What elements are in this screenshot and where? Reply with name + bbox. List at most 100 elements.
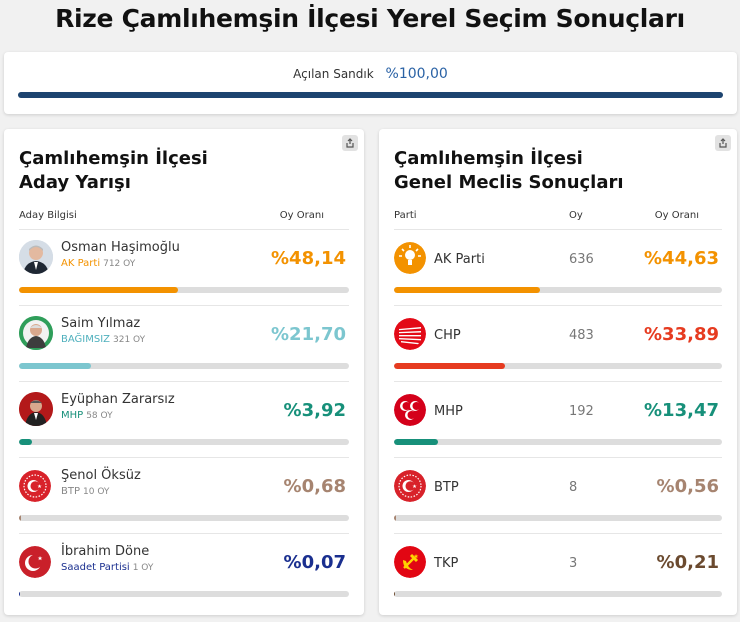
candidate-percentage: %0,68 [283, 476, 346, 497]
party-bar [394, 439, 722, 445]
party-row[interactable]: MHP 192 %13,47 [394, 381, 722, 457]
opened-ballot-value: %100,00 [385, 66, 448, 82]
candidate-percentage: %3,92 [283, 400, 346, 421]
page-title: Rize Çamlıhemşin İlçesi Yerel Seçim Sonu… [55, 4, 685, 33]
party-votes: 192 [569, 404, 594, 419]
col-party: Parti [394, 210, 417, 221]
candidate-party: AK Parti [61, 258, 101, 269]
candidate-votes: 10 OY [83, 487, 110, 497]
candidate-name: İbrahim Döne [61, 544, 150, 559]
party-bar-fill [394, 439, 439, 445]
party-row[interactable]: TKP 3 %0,21 [394, 533, 722, 609]
party-votes: 636 [569, 252, 594, 267]
share-icon[interactable] [342, 135, 358, 151]
col-vote-rate: Oy Oranı [279, 210, 324, 221]
opened-ballot-box-card: Açılan Sandık %100,00 [4, 52, 737, 114]
candidate-row[interactable]: Osman Haşimoğlu AK Parti 712 OY %48,14 [19, 229, 349, 305]
party-votes: 8 [569, 480, 578, 495]
party-row[interactable]: CHP 483 %33,89 [394, 305, 722, 381]
candidate-row[interactable]: Şenol Öksüz BTP 10 OY %0,68 [19, 457, 349, 533]
party-votes: 3 [569, 556, 578, 571]
party-bar-fill [394, 515, 396, 521]
candidate-votes: 321 OY [113, 335, 146, 345]
saadet-logo [19, 546, 51, 578]
candidate-party-line: MHP 58 OY [61, 410, 113, 421]
party-votes: 483 [569, 328, 594, 343]
candidate-bar [19, 439, 349, 445]
btp-logo [19, 470, 51, 502]
party-name: MHP [434, 404, 463, 419]
candidate-votes: 1 OY [132, 563, 154, 573]
council-results-title: Çamlıhemşin İlçesi Genel Meclis Sonuçlar… [394, 147, 624, 195]
party-bar [394, 363, 722, 369]
party-row[interactable]: AK Parti 636 %44,63 [394, 229, 722, 305]
candidate-name: Eyüphan Zararsız [61, 392, 175, 407]
tkp-logo [394, 546, 426, 578]
candidate-bar-fill [19, 287, 178, 293]
candidate-row[interactable]: Saim Yılmaz BAĞIMSIZ 321 OY %21,70 [19, 305, 349, 381]
candidate-name: Osman Haşimoğlu [61, 240, 180, 255]
council-results-title-line1: Çamlıhemşin İlçesi [394, 148, 583, 169]
candidate-party: BAĞIMSIZ [61, 334, 110, 345]
council-results-title-line2: Genel Meclis Sonuçları [394, 172, 624, 193]
candidate-votes: 712 OY [103, 259, 136, 269]
candidate-row[interactable]: Eyüphan Zararsız MHP 58 OY %3,92 [19, 381, 349, 457]
party-percentage: %33,89 [644, 324, 719, 345]
ak-parti-logo [394, 242, 426, 274]
candidate-party: Saadet Partisi [61, 562, 130, 573]
candidate-bar [19, 515, 349, 521]
party-bar-fill [394, 287, 541, 293]
candidate-name: Saim Yılmaz [61, 316, 141, 331]
party-percentage: %0,21 [656, 552, 719, 573]
candidate-name: Şenol Öksüz [61, 468, 141, 483]
candidate-percentage: %21,70 [271, 324, 346, 345]
col-candidate-info: Aday Bilgisi [19, 210, 77, 221]
candidate-votes: 58 OY [86, 411, 113, 421]
candidate-row[interactable]: İbrahim Döne Saadet Partisi 1 OY %0,07 [19, 533, 349, 609]
party-name: BTP [434, 480, 459, 495]
opened-ballot-progress-fill [18, 92, 723, 98]
candidate-photo-eyuphan [19, 392, 53, 426]
party-bar [394, 515, 722, 521]
party-name: AK Parti [434, 252, 485, 267]
candidate-percentage: %0,07 [283, 552, 346, 573]
candidate-bar-fill [19, 363, 91, 369]
opened-ballot-progress [18, 92, 723, 98]
council-results-card: Çamlıhemşin İlçesi Genel Meclis Sonuçlar… [379, 129, 737, 615]
candidate-party-line: AK Parti 712 OY [61, 258, 135, 269]
candidate-race-card: Çamlıhemşin İlçesi Aday Yarışı Aday Bilg… [4, 129, 364, 615]
party-bar [394, 287, 722, 293]
party-bar-fill [394, 363, 506, 369]
party-bar [394, 591, 722, 597]
candidate-party: MHP [61, 410, 84, 421]
candidate-party: BTP [61, 486, 80, 497]
col-vote-rate: Oy Oranı [654, 210, 699, 221]
chp-logo [394, 318, 426, 350]
candidate-bar-fill [19, 439, 32, 445]
candidate-bar [19, 591, 349, 597]
party-name: TKP [434, 556, 459, 571]
candidate-party-line: BTP 10 OY [61, 486, 109, 497]
party-percentage: %13,47 [644, 400, 719, 421]
candidate-race-title: Çamlıhemşin İlçesi Aday Yarışı [19, 147, 208, 195]
share-icon[interactable] [715, 135, 731, 151]
opened-ballot-label: Açılan Sandık [293, 67, 374, 81]
party-name: CHP [434, 328, 461, 343]
candidate-race-title-line1: Çamlıhemşin İlçesi [19, 148, 208, 169]
candidate-race-title-line2: Aday Yarışı [19, 172, 131, 193]
candidate-bar-fill [19, 515, 22, 521]
candidate-bar [19, 287, 349, 293]
party-percentage: %44,63 [644, 248, 719, 269]
btp-logo [394, 470, 426, 502]
candidate-percentage: %48,14 [271, 248, 346, 269]
party-bar-fill [394, 591, 395, 597]
candidate-bar [19, 363, 349, 369]
col-votes: Oy [569, 210, 583, 221]
candidate-party-line: Saadet Partisi 1 OY [61, 562, 153, 573]
candidate-photo-osman [19, 240, 53, 274]
party-percentage: %0,56 [656, 476, 719, 497]
candidate-party-line: BAĞIMSIZ 321 OY [61, 334, 145, 345]
mhp-logo [394, 394, 426, 426]
party-row[interactable]: BTP 8 %0,56 [394, 457, 722, 533]
candidate-photo-saim [19, 316, 53, 350]
